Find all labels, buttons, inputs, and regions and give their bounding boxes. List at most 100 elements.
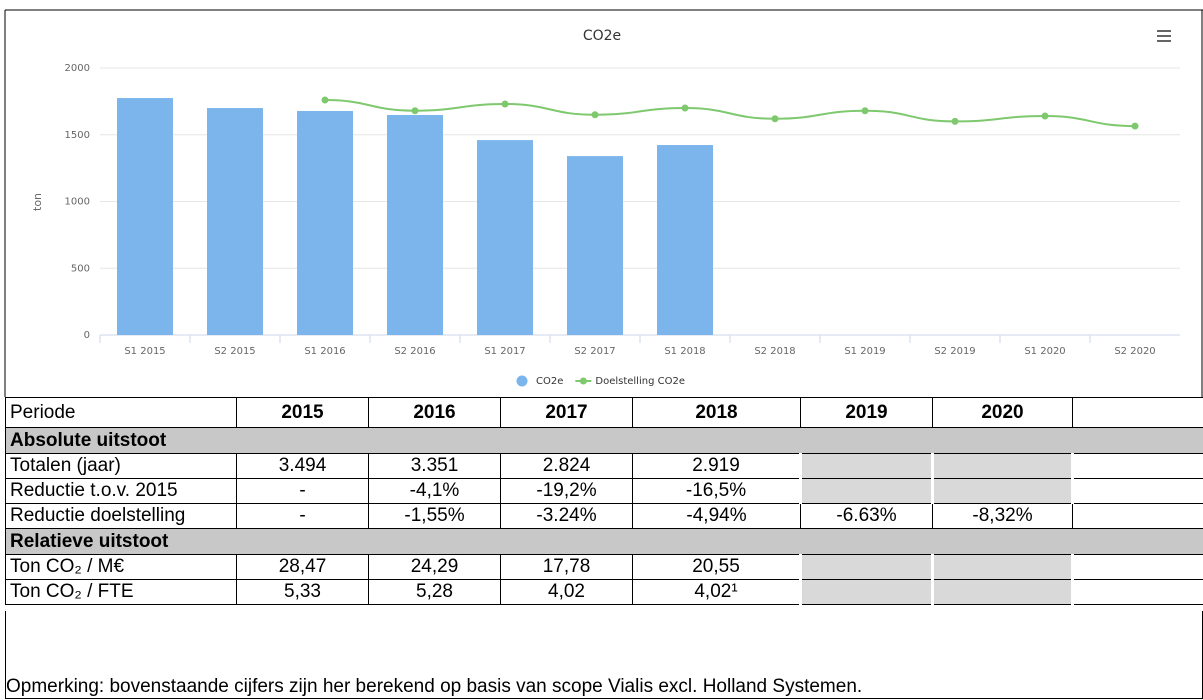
table-cell: 3.494	[236, 453, 369, 479]
x-tick-label: S1 2017	[484, 346, 525, 357]
gray-cell	[931, 579, 1074, 605]
empty-cell	[1072, 478, 1203, 504]
x-tick-label: S2 2017	[574, 346, 615, 357]
x-tick-label: S1 2016	[304, 346, 345, 357]
table-cell: 24,29	[368, 554, 501, 580]
gray-cell	[799, 478, 934, 504]
row-header: Periode	[5, 397, 237, 428]
line-marker	[951, 117, 959, 125]
menu-icon[interactable]	[1157, 30, 1171, 42]
table-cell: 28,47	[236, 554, 369, 580]
x-tick-label: S1 2018	[664, 346, 705, 357]
line-marker	[1041, 112, 1049, 120]
chart: CO2e ton 0 500 1000 1500 2000 S1 2015 S2 2015 S…	[4, 9, 1203, 397]
y-tick-label: 1000	[65, 197, 90, 208]
column-header: 2019	[800, 397, 933, 428]
x-tick-label: S2 2016	[394, 346, 435, 357]
legend-symbol	[579, 377, 587, 385]
x-tick-label: S1 2019	[844, 346, 885, 357]
legend-label: CO2e	[536, 376, 563, 387]
y-tick-label: 0	[84, 330, 90, 341]
line-marker	[1131, 122, 1139, 130]
bar	[297, 110, 353, 335]
row-label: Totalen (jaar)	[5, 453, 237, 479]
table-cell: 3.351	[368, 453, 501, 479]
bar	[117, 98, 173, 335]
table: Periode 2015 2016 2017 2018 2019 2020 Absolute …	[5, 397, 1203, 605]
gray-cell	[931, 554, 1074, 580]
note-box: Opmerking: bovenstaande cijfers zijn her…	[5, 611, 1203, 699]
table-cell: 4,02	[500, 579, 633, 605]
legend-symbol	[516, 375, 528, 387]
bar	[657, 145, 713, 335]
table-cell: 17,78	[500, 554, 633, 580]
y-tick-label: 500	[71, 263, 90, 274]
line-marker	[411, 107, 419, 115]
empty-cell	[1072, 453, 1203, 479]
table-cell: -16,5%	[632, 478, 801, 504]
bar	[207, 108, 263, 335]
chart-title: CO2e	[583, 28, 621, 44]
row-label: Ton CO₂ / M€	[5, 554, 237, 580]
note: Opmerking: bovenstaande cijfers zijn her…	[6, 676, 863, 697]
table-cell: -3.24%	[500, 503, 633, 529]
x-tick-label: S1 2020	[1024, 346, 1065, 357]
section-title: Relatieve uitstoot	[5, 528, 1203, 555]
line-marker	[321, 96, 329, 104]
line	[324, 99, 1136, 128]
table-row: Reductie doelstelling - -1,55% -3.24% -4,94%…	[5, 503, 1203, 529]
bar	[567, 156, 623, 335]
table-cell: -	[236, 503, 369, 529]
empty-cell	[1072, 397, 1203, 428]
line-marker	[771, 115, 779, 123]
line-marker	[591, 111, 599, 119]
gray-cell	[799, 579, 934, 605]
table-cell: 4,02¹	[632, 579, 801, 605]
empty-cell	[1072, 579, 1203, 605]
column-header: 2017	[500, 397, 633, 428]
table-cell: -6.63%	[800, 503, 933, 529]
y-axis-label: ton	[31, 193, 44, 211]
y-tick-label: 1500	[65, 130, 90, 141]
row-label: Reductie doelstelling	[5, 503, 237, 529]
line-marker	[501, 100, 509, 108]
section-title: Absolute uitstoot	[5, 427, 1203, 454]
table-cell: -1,55%	[368, 503, 501, 529]
legend-label: Doelstelling CO2e	[595, 376, 685, 387]
bar	[477, 140, 533, 335]
row-label: Reductie t.o.v. 2015	[5, 478, 237, 504]
line-marker	[681, 104, 689, 112]
gray-cell	[931, 453, 1074, 479]
table-row: Relatieve uitstoot	[5, 528, 1203, 555]
table-cell: -4,1%	[368, 478, 501, 504]
gray-cell	[931, 478, 1074, 504]
x-tick-label: S2 2020	[1114, 346, 1155, 357]
table-cell: -4,94%	[632, 503, 801, 529]
table-row: Ton CO₂ / M€ 28,47 24,29 17,78 20,55	[5, 554, 1203, 580]
table-cell: 2.824	[500, 453, 633, 479]
table-cell: -8,32%	[932, 503, 1073, 529]
x-tick-label: S2 2019	[934, 346, 975, 357]
x-tick-label: S1 2015	[124, 346, 165, 357]
table-cell: 2.919	[632, 453, 801, 479]
table-cell: -19,2%	[500, 478, 633, 504]
table-row: Reductie t.o.v. 2015- -4,1% -19,2% -16,5%	[5, 478, 1203, 504]
y-tick-label: 2000	[65, 63, 90, 74]
table-cell: 5,28	[368, 579, 501, 605]
column-header: 2020	[932, 397, 1073, 428]
x-tick-label: S2 2018	[754, 346, 795, 357]
column-header: 2015	[236, 397, 369, 428]
row-label: Ton CO₂ / FTE	[5, 579, 237, 605]
table-row: Absolute uitstoot	[5, 427, 1203, 454]
table-cell: 5,33	[236, 579, 369, 605]
column-header: 2016	[368, 397, 501, 428]
column-header: 2018	[632, 397, 801, 428]
empty-cell	[1072, 503, 1203, 529]
table-cell: 20,55	[632, 554, 801, 580]
gray-cell	[799, 554, 934, 580]
bar	[387, 114, 443, 335]
line-marker	[861, 107, 869, 115]
gray-cell	[799, 453, 934, 479]
table-row: Periode 2015 2016 2017 2018 2019 2020	[5, 397, 1203, 428]
